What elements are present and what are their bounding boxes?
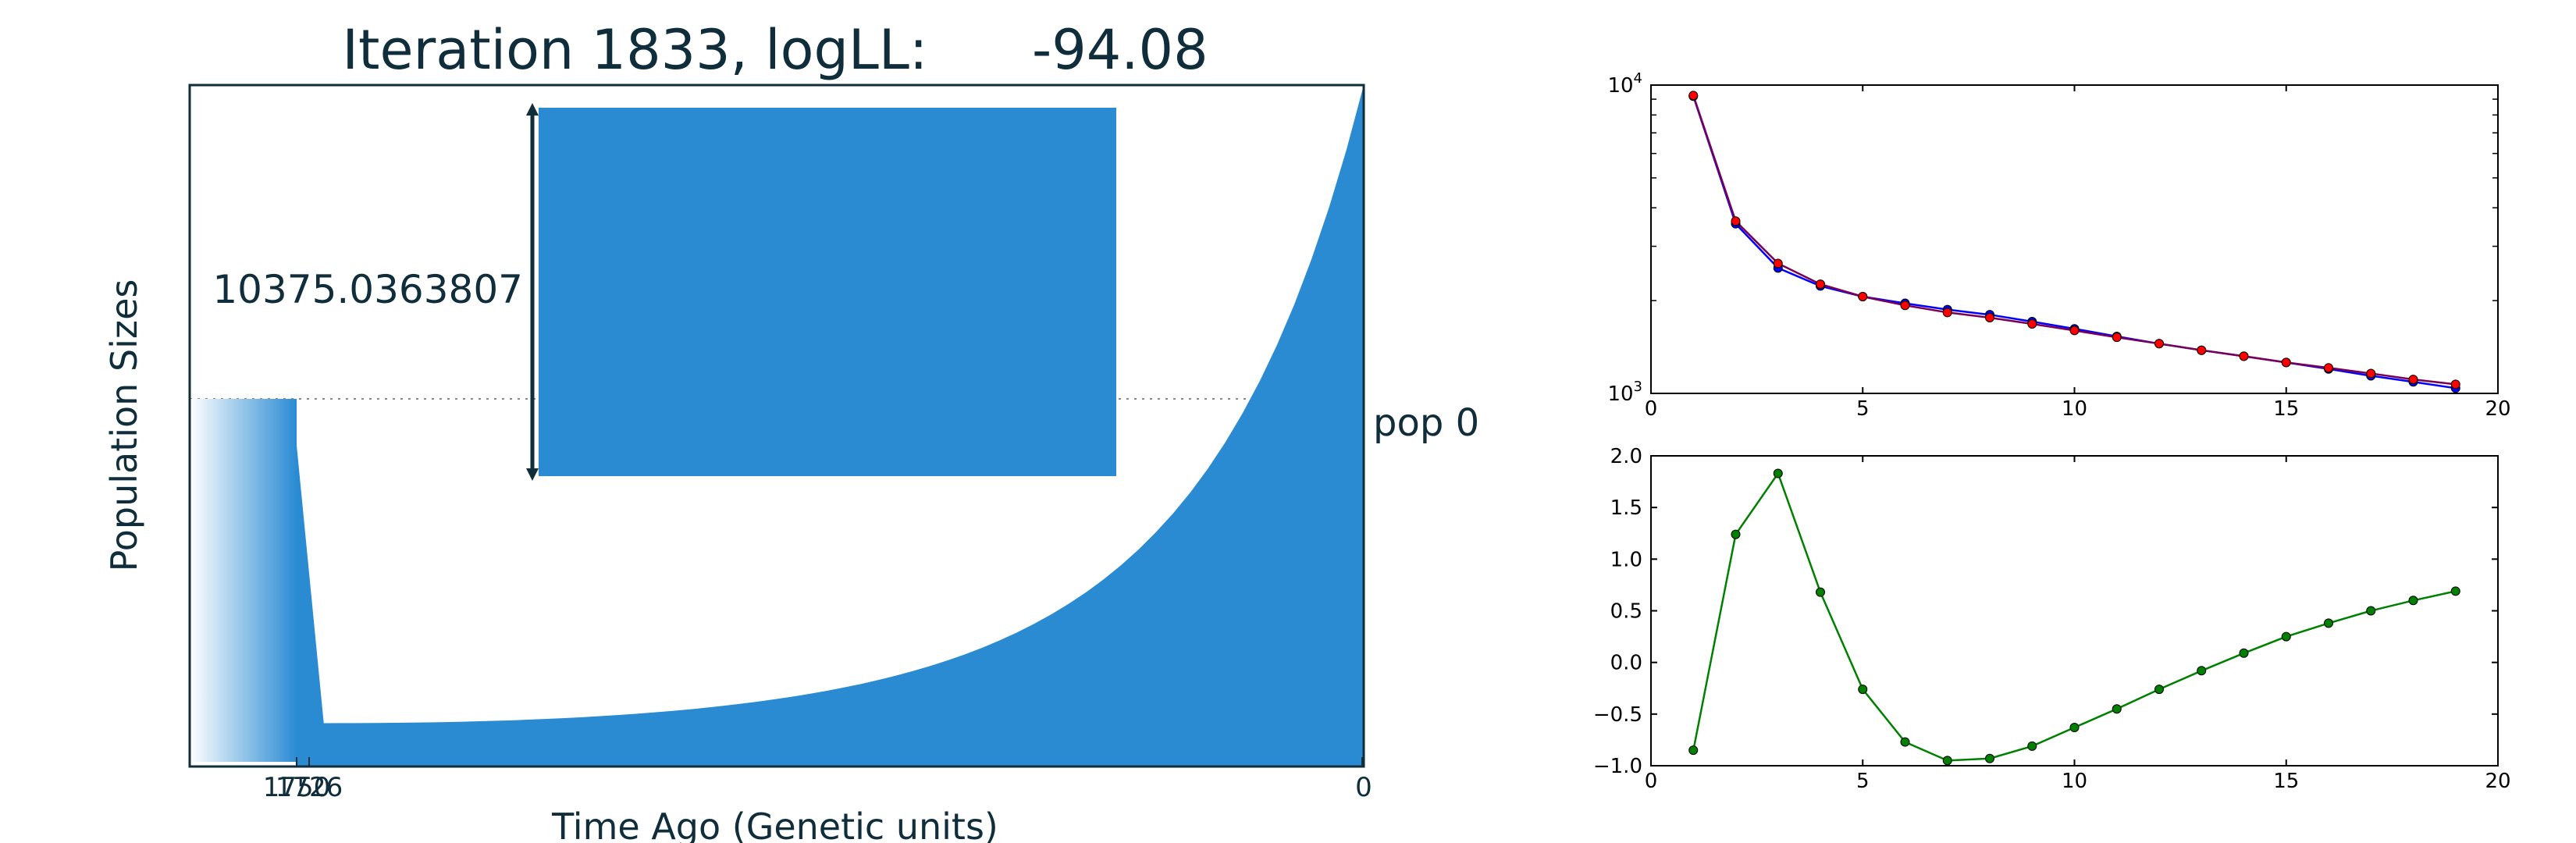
data-point: [1942, 756, 1952, 766]
x-tick-label: 15: [2273, 770, 2299, 793]
data-point: [2366, 368, 2376, 379]
y-tick-label: −1.0: [1593, 755, 1642, 778]
series-line: [1692, 95, 2456, 389]
x-tick-label: 20: [2485, 397, 2510, 421]
data-point: [1688, 91, 1699, 101]
series-line: [1692, 471, 2457, 762]
data-point: [2239, 351, 2249, 361]
y-tick-label: 1.0: [1610, 548, 1642, 571]
x-tick-label: 1750: [263, 772, 331, 803]
data-point: [1900, 301, 1910, 311]
x-tick-label: 10: [2062, 770, 2087, 793]
data-point: [2112, 333, 2122, 343]
data-point: [2450, 379, 2460, 389]
data-point: [2154, 339, 2164, 349]
x-tick-label: 5: [1856, 770, 1870, 793]
size-scale-arrow-head-bottom: [526, 468, 539, 481]
y-tick-label: 0.5: [1610, 600, 1642, 624]
data-point: [2239, 648, 2249, 658]
x-axis-label: Time Ago (Genetic units): [551, 806, 998, 843]
data-point: [2408, 375, 2418, 385]
data-point: [2281, 631, 2291, 642]
data-point: [2154, 685, 2164, 695]
data-point: [2197, 666, 2207, 676]
data-point: [2281, 357, 2291, 368]
size-scale-label: 10375.0363807: [212, 267, 523, 312]
data-point: [2408, 596, 2418, 606]
log-scale-line-chart: 0 5 10 15 20 104 103: [1607, 70, 2510, 421]
plot-title: Iteration 1833, logLL: -94.08: [342, 18, 1208, 82]
plot-frame: [188, 84, 1365, 768]
y-tick-label: 0.0: [1610, 652, 1642, 675]
series-line: [1692, 95, 2456, 386]
data-point: [1858, 292, 1868, 302]
y-tick-label: −0.5: [1593, 703, 1642, 727]
y-axis-label: Population Sizes: [103, 279, 145, 572]
data-point: [1731, 216, 1741, 226]
data-point: [1942, 308, 1952, 318]
data-point: [1816, 587, 1825, 597]
data-point: [2324, 363, 2333, 373]
data-point: [1985, 753, 1994, 763]
y-tick-label: 2.0: [1610, 445, 1642, 468]
data-point: [1985, 313, 1994, 323]
y-tick-label-10e4: 104: [1607, 70, 1642, 98]
data-point: [2366, 606, 2376, 616]
population-label: pop 0: [1373, 401, 1479, 445]
data-point: [2197, 345, 2207, 355]
data-point: [2450, 586, 2460, 596]
x-tick-label: 0: [1645, 770, 1658, 793]
data-point: [2027, 741, 2037, 751]
x-tick-label: 15: [2273, 397, 2299, 421]
data-point: [1816, 279, 1825, 290]
population-history-plot: Iteration 1833, logLL: -94.08 10375.0363…: [103, 18, 1479, 843]
y-tick-label-10e3: 103: [1607, 379, 1642, 406]
x-tick-label: 20: [2485, 770, 2510, 793]
y-tick-exponent: 3: [1634, 379, 1642, 395]
data-point: [1773, 258, 1783, 269]
x-tick-label: 0: [1355, 772, 1372, 803]
data-point: [2069, 723, 2080, 733]
y-tick-base: 10: [1607, 382, 1633, 406]
data-point: [2324, 618, 2333, 628]
x-tick-label: 0: [1645, 397, 1658, 421]
data-point: [2069, 325, 2080, 336]
data-point: [2027, 319, 2037, 329]
data-point: [1900, 737, 1910, 747]
population-shape: [297, 85, 1364, 767]
ancestral-population-fade: [190, 399, 297, 762]
linear-line-chart: 0 5 10 15 20 2.0 1.5 1.0 0.5 0.0 −0.5 −1.0: [1593, 445, 2511, 793]
y-tick-label: 1.5: [1610, 496, 1642, 520]
size-scale-arrow-head-top: [526, 103, 539, 116]
data-point: [1731, 529, 1741, 539]
data-point: [1858, 685, 1868, 695]
data-point: [1688, 745, 1699, 756]
y-tick-base: 10: [1607, 74, 1633, 98]
x-tick-label: 1726: [276, 772, 343, 803]
plot-frame: [1650, 84, 2499, 394]
x-tick-label: 5: [1856, 397, 1870, 421]
y-tick-exponent: 4: [1634, 70, 1642, 87]
x-tick-label: 10: [2062, 397, 2087, 421]
data-point: [1773, 468, 1783, 478]
size-scale-box: [539, 108, 1116, 476]
data-point: [2112, 704, 2122, 714]
